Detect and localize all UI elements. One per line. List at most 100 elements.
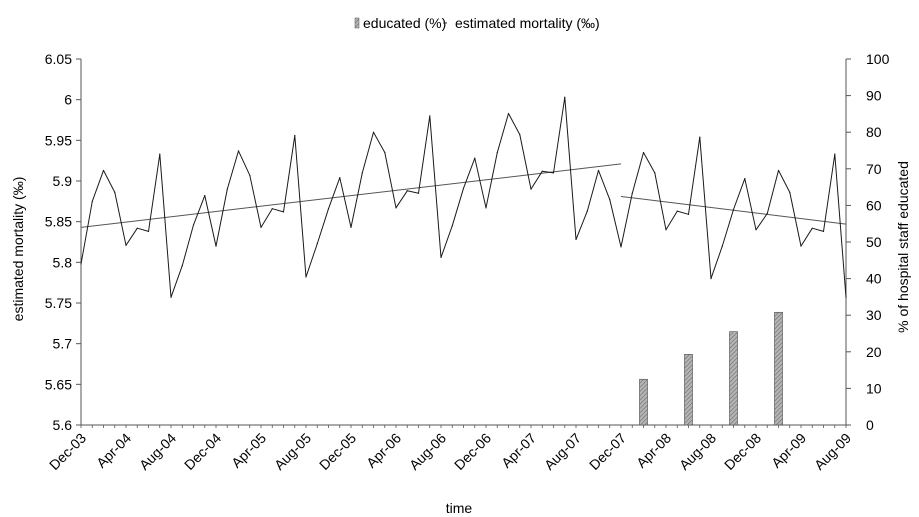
- right-tick-label: 100: [866, 51, 890, 67]
- line-point: [496, 151, 498, 154]
- line-point: [699, 136, 701, 138]
- line-point: [687, 213, 690, 215]
- line-point: [552, 172, 555, 174]
- line-point: [834, 153, 836, 155]
- bar: [729, 331, 738, 426]
- bar: [639, 378, 648, 426]
- line-point: [417, 192, 420, 194]
- line-point: [462, 187, 465, 189]
- x-tick-label: Dec-06: [451, 430, 494, 473]
- line-point: [586, 210, 588, 212]
- x-tick-label: Aug-07: [541, 430, 584, 473]
- line-point: [350, 226, 352, 228]
- line-point: [114, 191, 116, 193]
- x-tick-label: Aug-08: [676, 430, 719, 473]
- left-tick-label: 5.9: [53, 173, 73, 189]
- line-point: [327, 208, 330, 210]
- line-point: [440, 256, 442, 259]
- line-point: [485, 207, 487, 209]
- line-point: [147, 230, 150, 233]
- right-axis-ticks: 0 10 20 30 40 50 60 70 80 90 100: [846, 51, 890, 433]
- left-tick-label: 5.85: [45, 214, 72, 230]
- line-point: [282, 211, 285, 213]
- x-tick-label: Apr-09: [768, 430, 809, 471]
- line-point: [192, 224, 195, 226]
- line-point: [215, 245, 217, 247]
- line-point: [159, 153, 161, 155]
- x-axis-title: time: [446, 500, 473, 516]
- line-point: [260, 226, 262, 228]
- line-point: [800, 245, 802, 247]
- line-point: [136, 227, 138, 229]
- right-tick-label: 40: [866, 271, 882, 287]
- left-tick-label: 6.05: [45, 51, 72, 67]
- right-tick-label: 70: [866, 161, 882, 177]
- line-point: [744, 177, 746, 180]
- left-tick-label: 5.95: [45, 132, 72, 148]
- line-point: [384, 151, 386, 154]
- bar: [684, 354, 693, 426]
- line-point: [642, 151, 645, 154]
- legend: educated (%) estimated mortality (‰): [354, 15, 600, 31]
- legend-bar-label: educated (%): [363, 15, 446, 31]
- x-tick-label: Apr-06: [363, 430, 404, 471]
- right-tick-label: 20: [866, 344, 882, 360]
- line-point: [271, 208, 273, 210]
- x-tick-label: Apr-04: [93, 430, 134, 471]
- line-point: [474, 157, 476, 159]
- x-tick-label: Dec-08: [721, 430, 764, 473]
- x-tick-label: Aug-04: [136, 430, 179, 473]
- line-point: [789, 191, 791, 193]
- line-point: [204, 195, 206, 197]
- x-tick-label: Dec-03: [46, 430, 89, 473]
- x-tick-label: Dec-05: [316, 430, 359, 473]
- line-point: [575, 238, 577, 241]
- line-point: [530, 188, 532, 190]
- right-tick-label: 10: [866, 380, 882, 396]
- x-tick-label: Aug-09: [811, 430, 854, 473]
- line-point: [766, 212, 768, 215]
- line-point: [237, 150, 240, 152]
- left-tick-label: 5.75: [45, 295, 72, 311]
- line-point: [80, 263, 82, 265]
- line-point: [372, 131, 375, 133]
- line-point: [564, 96, 566, 98]
- mortality-line: [80, 96, 847, 298]
- right-tick-label: 0: [866, 417, 874, 433]
- line-point: [294, 134, 296, 137]
- x-tick-label: Apr-08: [633, 430, 674, 471]
- left-tick-label: 5.7: [53, 336, 73, 352]
- right-tick-label: 30: [866, 307, 882, 323]
- y2-axis-title: % of hospital staff educated: [895, 161, 911, 333]
- line-point: [609, 199, 611, 201]
- x-tick-label: Dec-04: [181, 430, 224, 473]
- line-point: [777, 169, 780, 172]
- line-point: [519, 134, 521, 136]
- right-tick-label: 90: [866, 88, 882, 104]
- line-point: [102, 169, 105, 172]
- x-tick-label: Aug-06: [406, 430, 449, 473]
- line-point: [721, 245, 723, 247]
- right-tick-label: 60: [866, 197, 882, 213]
- line-point: [597, 169, 600, 172]
- line-point: [541, 170, 543, 172]
- line-point: [451, 225, 453, 227]
- left-tick-label: 6: [64, 92, 72, 108]
- x-tick-label: Apr-05: [228, 430, 269, 471]
- line-point: [125, 244, 127, 246]
- x-tick-label: Apr-07: [498, 430, 539, 471]
- legend-line-label: estimated mortality (‰): [455, 15, 600, 31]
- line-point: [732, 208, 735, 211]
- line-point: [822, 230, 825, 233]
- line-point: [181, 264, 183, 267]
- x-tick-label: Aug-05: [271, 430, 314, 473]
- line-point: [249, 174, 251, 176]
- x-axis-ticks: Dec-03 Apr-04 Aug-04 Dec-04 Apr-05 Aug-05 Dec-…: [46, 425, 854, 473]
- line-point: [91, 200, 93, 202]
- line-point: [710, 278, 712, 280]
- line-point: [406, 190, 408, 192]
- left-axis-ticks: 5.6 5.65 5.7 5.75 5.8 5.85 5.9 5.95 6 6.05: [45, 51, 81, 433]
- line-point: [755, 229, 757, 231]
- line-point: [339, 177, 341, 179]
- line-point: [654, 172, 656, 174]
